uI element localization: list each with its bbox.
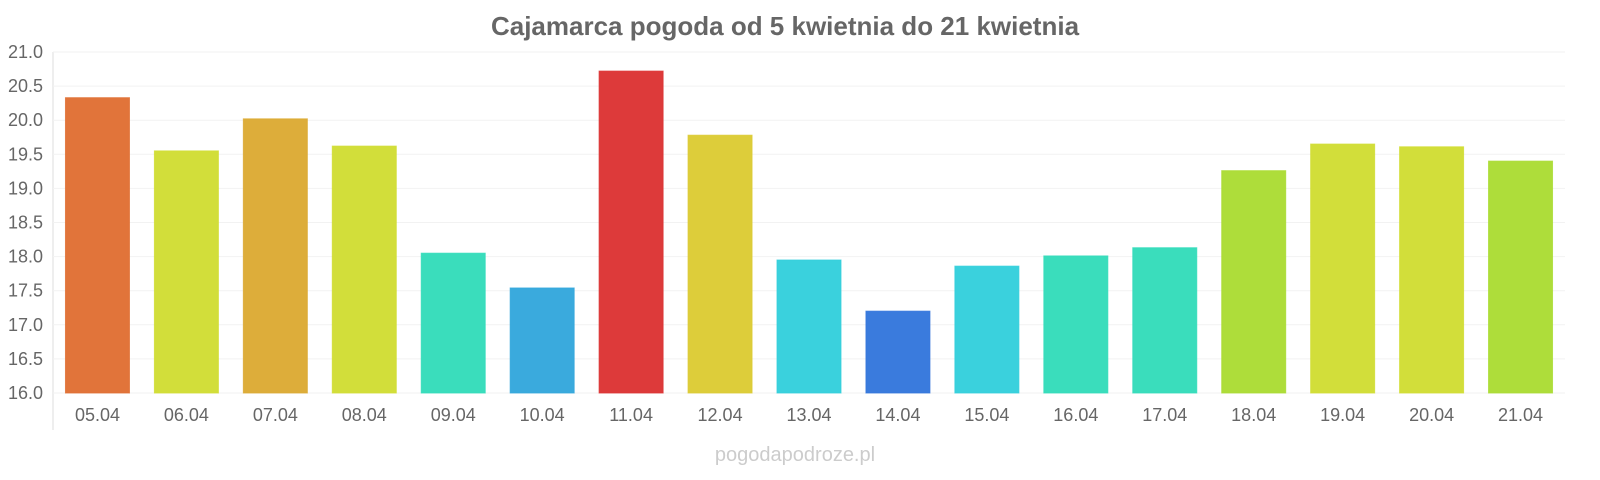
- y-tick-label: 20.5: [8, 76, 43, 96]
- bar-08.04: [331, 145, 397, 394]
- x-tick-label: 07.04: [253, 405, 298, 425]
- bar-13.04: [776, 259, 842, 394]
- bar-17.04: [1132, 247, 1198, 394]
- x-tick-label: 14.04: [875, 405, 920, 425]
- y-tick-label: 18.0: [8, 247, 43, 267]
- x-tick-label: 17.04: [1142, 405, 1187, 425]
- y-tick-label: 17.0: [8, 315, 43, 335]
- bar-12.04: [687, 134, 753, 394]
- bar-15.04: [954, 265, 1020, 394]
- y-tick-label: 18.5: [8, 213, 43, 233]
- x-tick-label: 15.04: [964, 405, 1009, 425]
- x-tick-label: 16.04: [1053, 405, 1098, 425]
- y-tick-label: 20.0: [8, 110, 43, 130]
- bar-09.04: [420, 252, 486, 394]
- x-tick-label: 06.04: [164, 405, 209, 425]
- bar-14.04: [865, 310, 931, 394]
- x-tick-label: 19.04: [1320, 405, 1365, 425]
- x-tick-label: 21.04: [1498, 405, 1543, 425]
- x-tick-label: 05.04: [75, 405, 120, 425]
- y-tick-label: 17.5: [8, 281, 43, 301]
- y-tick-label: 16.5: [8, 349, 43, 369]
- y-tick-label: 19.0: [8, 178, 43, 198]
- bar-20.04: [1399, 146, 1465, 394]
- x-tick-label: 10.04: [520, 405, 565, 425]
- x-tick-label: 20.04: [1409, 405, 1454, 425]
- bar-06.04: [153, 150, 219, 394]
- bar-16.04: [1043, 255, 1109, 394]
- chart-title: Cajamarca pogoda od 5 kwietnia do 21 kwi…: [491, 11, 1080, 41]
- x-tick-label: 08.04: [342, 405, 387, 425]
- bar-05.04: [64, 97, 130, 394]
- y-tick-label: 16.0: [8, 383, 43, 403]
- x-tick-label: 12.04: [698, 405, 743, 425]
- bar-19.04: [1310, 143, 1376, 394]
- x-tick-label: 18.04: [1231, 405, 1276, 425]
- x-tick-label: 09.04: [431, 405, 476, 425]
- watermark: pogodapodroze.pl: [715, 444, 875, 466]
- bar-11.04: [598, 70, 664, 394]
- x-tick-label: 11.04: [609, 405, 653, 425]
- y-tick-label: 19.5: [8, 144, 43, 164]
- bar-18.04: [1221, 170, 1287, 394]
- x-tick-label: 13.04: [786, 405, 831, 425]
- y-tick-label: 21.0: [8, 42, 43, 62]
- bar-10.04: [509, 287, 575, 394]
- bar-07.04: [242, 118, 308, 394]
- bar-21.04: [1488, 160, 1554, 394]
